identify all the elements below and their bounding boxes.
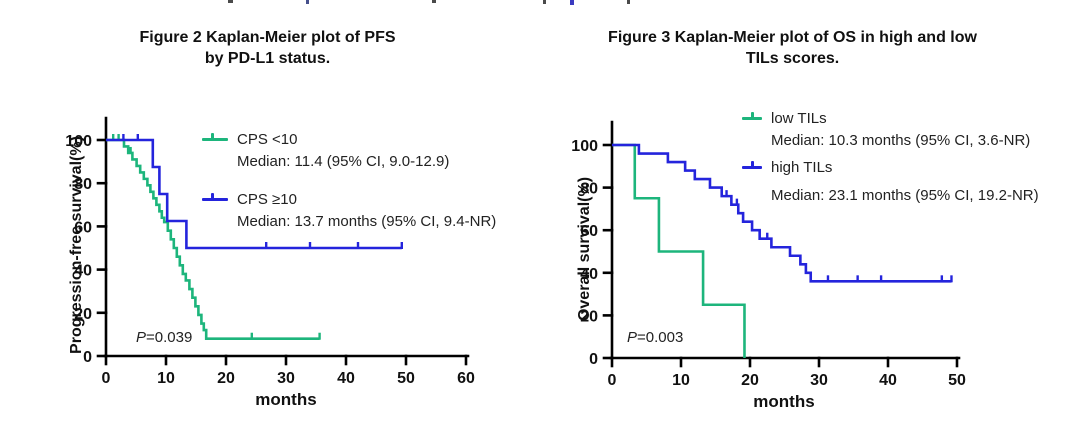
figure2-title-line2: by PD-L1 status.	[204, 50, 331, 67]
cropped-text-fragment	[570, 0, 574, 5]
axis-group	[602, 120, 961, 368]
y-tick-label: 100	[65, 133, 92, 150]
y-tick-label: 20	[580, 308, 598, 325]
x-tick-label: 50	[397, 370, 415, 387]
censor-marker-icon-blue	[742, 161, 762, 169]
km-plot-0: 0 20 40 60 80 100 0 10 20 30 40 50 60	[65, 116, 475, 387]
y-tick-label: 80	[580, 181, 598, 198]
legend-label-cps-lt-10: CPS <10	[237, 131, 298, 148]
censor-marker-icon-blue	[202, 193, 228, 201]
legend-median-low-tils: Median: 10.3 months (95% CI, 3.6-NR)	[771, 132, 1031, 149]
x-tick-label: 0	[102, 370, 111, 387]
km-curve-low-tils	[612, 143, 746, 358]
censor-ticks-high-tils	[725, 190, 953, 283]
pfs-y-axis-label: Progression-free survival(%)	[68, 136, 85, 354]
legend-label-low-tils: low TILs	[771, 110, 827, 127]
censor-marker-icon-green	[202, 133, 228, 141]
x-tick-label: 20	[741, 372, 759, 389]
figure3-title: Figure 3 Kaplan-Meier plot of OS in high…	[570, 27, 1015, 69]
y-tick-label: 80	[74, 176, 92, 193]
y-tick-label: 100	[571, 138, 598, 155]
cropped-text-fragment	[627, 0, 630, 4]
figure2-title: Figure 2 Kaplan-Meier plot of PFS by PD-…	[95, 27, 440, 69]
y-tick-label: 60	[74, 219, 92, 236]
x-tick-label: 10	[157, 370, 175, 387]
km-curve-cps-lt-10	[106, 138, 320, 341]
x-tick-label: 30	[810, 372, 828, 389]
tick-labels: 0 20 40 60 80 100 0 10 20 30 40 50 60	[65, 133, 475, 387]
cropped-text-fragment	[543, 0, 546, 4]
y-tick-label: 60	[580, 223, 598, 240]
cropped-text-fragment	[432, 0, 436, 3]
x-tick-label: 60	[457, 370, 475, 387]
km-curve-high-tils	[612, 143, 952, 283]
figure2-title-line1: Figure 2 Kaplan-Meier plot of PFS	[139, 29, 396, 46]
y-tick-label: 40	[74, 263, 92, 280]
legend-label-cps-ge-10: CPS ≥10	[237, 191, 297, 208]
y-tick-label: 0	[83, 349, 92, 366]
x-tick-label: 20	[217, 370, 235, 387]
censor-ticks-cps-ge-10	[122, 134, 403, 249]
figure3-title-line2: TILs scores.	[745, 50, 840, 67]
y-tick-label: 20	[74, 306, 92, 323]
pfs-x-axis-label: months	[255, 390, 317, 409]
pfs-p-value: P=0.039	[136, 329, 192, 346]
x-tick-label: 40	[337, 370, 355, 387]
p-value-number: =0.039	[146, 329, 193, 346]
axis-group	[96, 116, 470, 366]
legend-median-cps-lt-10: Median: 11.4 (95% CI, 9.0-12.9)	[237, 153, 450, 170]
x-tick-label: 40	[879, 372, 897, 389]
tick-labels: 0 20 40 60 80 100 0 10 20 30 40 50	[571, 138, 966, 389]
figure3-title-line1: Figure 3 Kaplan-Meier plot of OS in high…	[608, 29, 977, 46]
x-tick-label: 10	[672, 372, 690, 389]
censor-marker-icon-green	[742, 112, 762, 120]
p-value-italic-p: P	[627, 329, 638, 346]
os-y-axis-label: Overall survival(%)	[576, 176, 593, 322]
y-tick-label: 0	[589, 351, 598, 368]
km-plot-1: 0 20 40 60 80 100 0 10 20 30 40 50	[571, 120, 966, 389]
x-tick-label: 0	[608, 372, 617, 389]
cropped-text-fragment	[306, 0, 309, 4]
x-tick-label: 50	[948, 372, 966, 389]
legend-label-high-tils: high TILs	[771, 159, 833, 176]
legend-median-cps-ge-10: Median: 13.7 months (95% CI, 9.4-NR)	[237, 213, 497, 230]
os-p-value: P=0.003	[627, 329, 683, 346]
y-tick-label: 40	[580, 266, 598, 283]
os-x-axis-label: months	[753, 392, 815, 411]
p-value-number: =0.003	[637, 329, 684, 346]
legend-median-high-tils: Median: 23.1 months (95% CI, 19.2-NR)	[771, 187, 1039, 204]
p-value-italic-p: P	[136, 329, 147, 346]
x-tick-label: 30	[277, 370, 295, 387]
km-curve-cps-ge-10	[106, 138, 402, 250]
cropped-text-fragment	[228, 0, 233, 3]
